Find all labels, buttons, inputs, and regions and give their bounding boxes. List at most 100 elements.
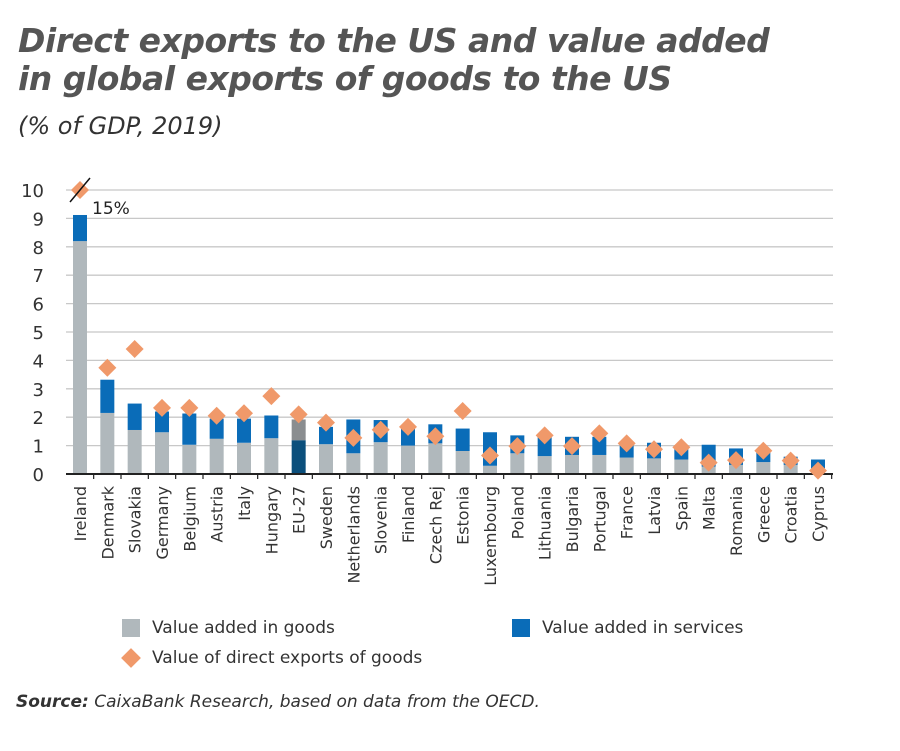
diamond-marker	[426, 427, 445, 446]
x-tick-label: Italy	[235, 486, 254, 521]
x-tick-label: Bulgaria	[563, 486, 582, 552]
bar-goods	[401, 445, 415, 474]
x-tick-label: Czech Rej	[426, 486, 445, 564]
legend-direct: Value of direct exports of goods	[121, 648, 423, 668]
bar-goods	[100, 412, 115, 474]
bar-goods	[264, 438, 279, 474]
diamond-marker	[98, 358, 117, 377]
bar-goods	[483, 465, 497, 474]
bar-services	[455, 428, 470, 451]
source-note: Source: CaixaBank Research, based on dat…	[16, 692, 540, 712]
x-tick-label: Croatia	[782, 486, 801, 544]
diamond-marker	[153, 398, 171, 417]
bar-services	[127, 403, 142, 430]
x-tick-label: France	[618, 486, 637, 539]
diamond-marker	[617, 434, 636, 453]
diamond-marker	[180, 398, 199, 417]
diamond-marker	[125, 340, 144, 359]
y-tick-label: 2	[33, 408, 44, 429]
diamond-marker	[344, 428, 363, 447]
diamond-marker	[207, 406, 226, 425]
title-line-1: Direct exports to the US and value added	[18, 21, 770, 60]
bar-services	[291, 419, 306, 441]
bar-goods	[729, 464, 743, 474]
x-tick-label: Latvia	[645, 486, 664, 535]
diamond-marker	[590, 424, 609, 443]
bar-goods	[373, 442, 388, 474]
y-tick-label: 5	[33, 323, 44, 344]
diamond-marker	[289, 405, 308, 424]
diamond-marker	[535, 426, 554, 445]
diamond-marker	[563, 437, 581, 456]
x-tick-label: Malta	[700, 486, 719, 530]
x-tick-label: EU-27	[290, 486, 309, 534]
bar-goods	[291, 440, 306, 474]
diamond-marker	[699, 453, 718, 472]
x-tick-label: Lithuania	[536, 486, 555, 560]
diamond-marker	[481, 446, 499, 465]
diamond-marker	[317, 413, 335, 432]
legend-goods: Value added in goods	[122, 618, 335, 638]
source-text: CaixaBank Research, based on data from t…	[88, 692, 540, 712]
x-tick-label: Ireland	[71, 486, 90, 541]
bar-services	[592, 436, 607, 455]
bar-goods	[155, 432, 169, 474]
chart-subtitle: (% of GDP, 2019)	[18, 112, 223, 140]
legend-label-direct: Value of direct exports of goods	[152, 648, 423, 668]
bar-services	[155, 411, 169, 433]
x-tick-label: Portugal	[590, 486, 609, 552]
y-tick-label: 1	[33, 437, 44, 458]
bar-services	[319, 426, 333, 445]
bar-goods	[455, 450, 470, 474]
x-tick-label: Hungary	[262, 486, 281, 554]
x-tick-label: Romania	[727, 486, 746, 556]
y-tick-label: 3	[33, 380, 44, 401]
annotation-label: 15%	[92, 199, 130, 219]
x-tick-label: Finland	[399, 486, 418, 543]
diamond-marker	[672, 438, 691, 457]
y-tick-label: 8	[33, 238, 44, 259]
legend-label-goods: Value added in goods	[152, 618, 335, 638]
legend-services: Value added in services	[512, 618, 743, 638]
bar-services	[237, 418, 251, 443]
diamond-marker	[453, 401, 472, 420]
diamond-marker	[754, 441, 773, 460]
bar-services	[100, 379, 115, 413]
bar-services	[264, 415, 279, 439]
y-tick-label: 6	[33, 295, 44, 316]
diamond-marker	[727, 451, 745, 470]
legend-swatch-services	[512, 619, 530, 637]
bar-goods	[428, 443, 443, 474]
x-tick-label: Germany	[153, 486, 172, 560]
legend-swatch-goods	[122, 619, 140, 637]
bar-goods	[319, 444, 333, 474]
bar-goods	[674, 459, 689, 474]
bar-services	[73, 214, 87, 242]
bar-goods	[592, 454, 607, 474]
x-tick-label: Greece	[754, 486, 773, 543]
diamond-marker	[262, 387, 281, 406]
diamond-marker	[781, 451, 800, 470]
bar-goods	[237, 442, 251, 474]
x-tick-label: Sweden	[317, 486, 336, 549]
bar-goods	[510, 453, 525, 474]
y-tick-label: 7	[33, 266, 44, 287]
diamond-marker	[809, 461, 827, 480]
diamond-marker	[235, 404, 253, 423]
diamond-marker	[508, 437, 527, 456]
y-tick-label: 4	[33, 351, 44, 372]
x-tick-label: Belgium	[180, 486, 199, 552]
source-label: Source:	[16, 692, 89, 712]
y-tick-label: 9	[33, 209, 44, 230]
title-line-2: in global exports of goods to the US	[18, 59, 672, 98]
legend-diamond-icon	[121, 648, 141, 668]
bar-goods	[619, 457, 634, 474]
bar-goods	[647, 458, 661, 474]
y-tick-label: 10	[21, 181, 44, 202]
x-tick-label: Denmark	[98, 485, 117, 559]
axis-break-mark	[69, 177, 91, 203]
diamond-marker	[371, 420, 390, 439]
x-tick-label: Cyprus	[809, 486, 828, 542]
bar-services	[537, 436, 552, 457]
bar-services	[209, 418, 224, 439]
